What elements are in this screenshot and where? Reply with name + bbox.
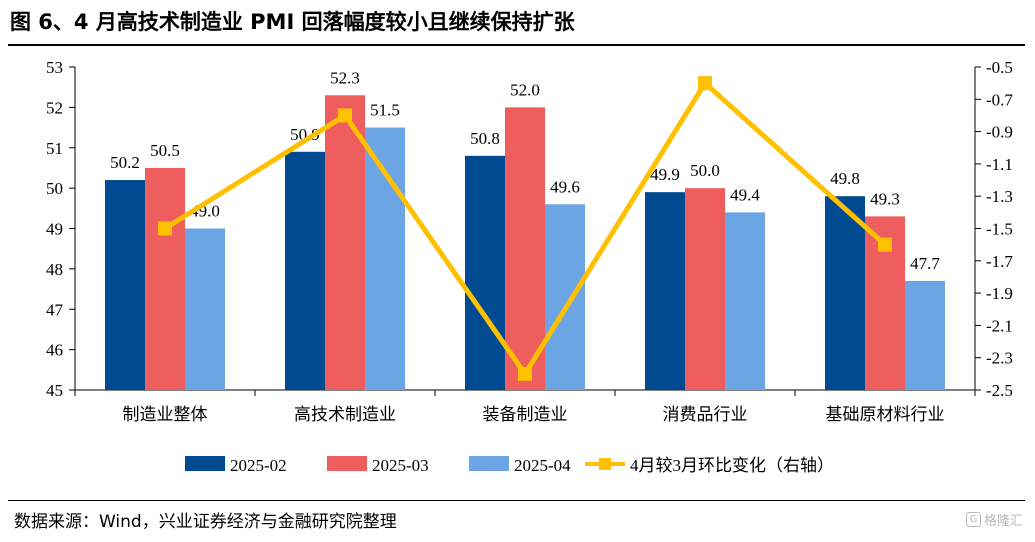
bar-2025-03 bbox=[685, 188, 725, 390]
right-tick-label: -1.3 bbox=[986, 187, 1013, 206]
left-tick-label: 51 bbox=[46, 139, 63, 158]
left-tick-label: 45 bbox=[46, 381, 63, 400]
right-tick-label: -1.9 bbox=[986, 284, 1013, 303]
chart-title: 图 6、4 月高技术制造业 PMI 回落幅度较小且继续保持扩张 bbox=[10, 10, 575, 34]
right-tick-label: -1.1 bbox=[986, 155, 1013, 174]
right-tick-label: -2.5 bbox=[986, 381, 1013, 400]
bar-value-label: 50.9 bbox=[290, 125, 320, 144]
line-point-marker bbox=[338, 108, 352, 123]
bar-value-label: 49.3 bbox=[870, 189, 900, 208]
bar-value-label: 52.0 bbox=[510, 80, 540, 99]
left-tick-label: 53 bbox=[46, 58, 63, 77]
bar-value-label: 47.7 bbox=[910, 254, 940, 273]
bar-value-label: 50.5 bbox=[150, 141, 180, 160]
bar-2025-04 bbox=[545, 204, 585, 390]
watermark: G 格隆汇 bbox=[965, 510, 1023, 529]
title-underline bbox=[8, 44, 1025, 46]
legend-marker bbox=[599, 458, 611, 470]
left-tick-label: 48 bbox=[46, 260, 63, 279]
bar-value-label: 51.5 bbox=[370, 101, 400, 120]
line-point-marker bbox=[518, 366, 532, 381]
bar-2025-04 bbox=[725, 212, 765, 390]
bar-value-label: 49.9 bbox=[650, 165, 680, 184]
right-tick-label: -2.1 bbox=[986, 316, 1013, 335]
right-tick-label: -0.5 bbox=[986, 58, 1013, 77]
bar-value-label: 50.2 bbox=[110, 153, 140, 172]
legend-label: 2025-03 bbox=[372, 456, 429, 475]
bar-value-label: 50.8 bbox=[470, 129, 500, 148]
category-label: 消费品行业 bbox=[663, 405, 748, 425]
bar-2025-02 bbox=[825, 196, 865, 390]
watermark-logo-icon: G bbox=[965, 512, 981, 527]
line-point-marker bbox=[698, 76, 712, 91]
bar-value-label: 50.0 bbox=[690, 161, 720, 180]
source-note: 数据来源：Wind，兴业证券经济与金融研究院整理 bbox=[14, 512, 397, 532]
left-tick-label: 47 bbox=[46, 300, 64, 319]
bar-value-label: 52.3 bbox=[330, 68, 360, 87]
left-tick-label: 52 bbox=[46, 98, 63, 117]
category-label: 制造业整体 bbox=[123, 405, 208, 425]
legend-label: 2025-04 bbox=[514, 456, 571, 475]
legend-swatch-2025-03 bbox=[327, 456, 367, 471]
bar-2025-04 bbox=[185, 228, 225, 390]
bar-value-label: 49.4 bbox=[730, 185, 760, 204]
chart: 45 46 47 48 49 50 51 52 53 -0.5 -0.7 -0.9 -1.1 -1.3 -1… bbox=[46, 58, 1013, 475]
line-point-marker bbox=[878, 237, 892, 252]
right-tick-label: -1.7 bbox=[986, 252, 1013, 271]
left-tick-label: 49 bbox=[46, 220, 63, 239]
bar-2025-02 bbox=[465, 155, 505, 390]
watermark-text: 格隆汇 bbox=[983, 514, 1023, 529]
source-divider bbox=[8, 500, 1025, 501]
bar-2025-02 bbox=[285, 151, 325, 390]
bar-2025-03 bbox=[325, 95, 365, 390]
bar-2025-04 bbox=[905, 280, 945, 390]
category-label: 高技术制造业 bbox=[294, 405, 396, 425]
bar-2025-04 bbox=[365, 127, 405, 390]
line-point-marker bbox=[158, 221, 172, 236]
legend-swatch-2025-04 bbox=[469, 456, 509, 471]
bar-2025-03 bbox=[505, 107, 545, 390]
right-tick-label: -0.7 bbox=[986, 90, 1013, 109]
bar-2025-02 bbox=[105, 180, 145, 390]
category-label: 基础原材料行业 bbox=[826, 405, 945, 425]
left-tick-label: 50 bbox=[46, 179, 63, 198]
right-tick-label: -0.9 bbox=[986, 123, 1013, 142]
legend-label: 2025-02 bbox=[230, 456, 287, 475]
left-tick-label: 46 bbox=[46, 341, 63, 360]
category-label: 装备制造业 bbox=[483, 405, 568, 425]
bar-value-label: 49.8 bbox=[830, 169, 860, 188]
legend-label: 4月较3月环比变化（右轴） bbox=[630, 456, 834, 475]
bar-value-label: 49.6 bbox=[550, 177, 580, 196]
right-tick-label: -2.3 bbox=[986, 349, 1013, 368]
right-tick-label: -1.5 bbox=[986, 220, 1013, 239]
bar-2025-02 bbox=[645, 192, 685, 390]
bar-2025-03 bbox=[145, 167, 185, 390]
legend-swatch-2025-02 bbox=[185, 456, 225, 471]
